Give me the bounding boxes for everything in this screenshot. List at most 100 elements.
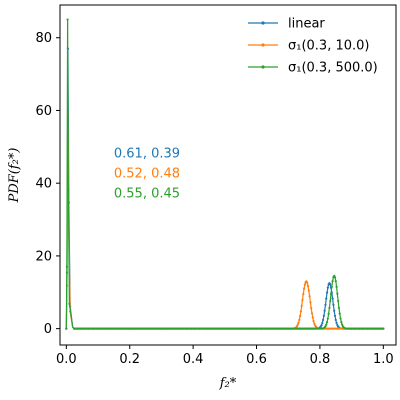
series-point: [96, 327, 100, 330]
series-point: [179, 327, 182, 330]
series-point: [325, 297, 328, 300]
series-point: [165, 327, 168, 330]
series-point: [309, 301, 312, 304]
series-point: [111, 327, 114, 330]
series-point: [306, 284, 310, 288]
series-point: [326, 327, 329, 330]
series-point: [358, 327, 361, 330]
series-point: [206, 327, 209, 330]
series-point: [336, 327, 339, 330]
legend-marker: [261, 65, 265, 69]
legend-label: linear: [288, 17, 325, 32]
series-point: [298, 318, 301, 321]
series-point: [335, 285, 338, 288]
series-point: [180, 327, 184, 330]
series-point: [201, 327, 204, 330]
x-tick-label: 1.0: [373, 352, 394, 367]
series-point: [301, 298, 304, 302]
series-point: [74, 327, 77, 330]
series-point: [306, 281, 309, 284]
series-point: [350, 327, 353, 330]
series-point: [155, 327, 158, 330]
series-point: [144, 327, 147, 330]
series-point: [360, 327, 363, 330]
series-point: [377, 327, 380, 330]
series-point: [314, 327, 317, 330]
series-point: [336, 292, 339, 295]
series-point: [339, 317, 342, 320]
series-point: [217, 327, 220, 330]
series-point: [320, 324, 323, 327]
series-point: [369, 327, 372, 330]
legend-marker: [261, 43, 265, 47]
series-point: [236, 327, 239, 330]
series-point: [337, 306, 341, 309]
annotation-text: 0.52, 0.48: [114, 167, 180, 182]
series-point: [311, 316, 314, 319]
series-point: [152, 327, 155, 330]
series-point: [325, 323, 328, 326]
series-point: [119, 327, 122, 330]
annotations: 0.61, 0.39 0.52, 0.48 0.55, 0.45: [114, 147, 180, 202]
series-point: [308, 295, 311, 298]
series-point: [276, 327, 279, 330]
series-point: [114, 327, 117, 330]
x-tick-label: 0.0: [56, 352, 77, 367]
series-point: [209, 327, 212, 330]
series-point: [65, 327, 68, 330]
series-point: [355, 327, 358, 330]
series-point: [141, 327, 144, 330]
series-point: [277, 327, 280, 330]
series-point: [274, 327, 277, 330]
series-point: [329, 327, 333, 330]
series-point: [268, 327, 271, 330]
series-point: [211, 327, 214, 330]
series-point: [230, 327, 233, 330]
series-point: [333, 276, 337, 279]
series-point: [204, 327, 207, 330]
series-point: [104, 327, 108, 330]
series-point: [347, 327, 350, 330]
series-point: [253, 327, 257, 330]
series-point: [225, 327, 228, 330]
series-point: [333, 327, 336, 330]
series-point: [233, 327, 236, 330]
series-point: [89, 327, 92, 330]
series-point: [87, 327, 90, 330]
series-point: [250, 327, 253, 330]
series-point: [325, 327, 328, 330]
series-point: [325, 321, 329, 324]
series-point: [271, 327, 274, 330]
series-point: [120, 327, 123, 330]
series-point: [263, 327, 266, 330]
series-point: [222, 327, 225, 330]
series-point: [329, 292, 333, 295]
series-point: [296, 327, 299, 330]
series-point: [214, 327, 217, 330]
series-point: [302, 327, 306, 330]
series-point: [329, 299, 332, 303]
x-tick-label: 0.2: [119, 352, 140, 367]
series-point: [185, 327, 188, 330]
series-point: [375, 327, 379, 330]
series-point: [328, 327, 331, 330]
series-point: [134, 327, 138, 330]
y-axis: 0 20 40 60 80: [35, 31, 60, 337]
series-point: [212, 327, 215, 330]
series-point: [237, 327, 241, 330]
series-point: [331, 297, 334, 300]
series-point: [157, 327, 160, 330]
series-point: [249, 327, 252, 330]
series-point: [130, 327, 133, 330]
series-point: [290, 327, 293, 330]
series-point: [203, 327, 206, 330]
series-point: [67, 188, 70, 191]
series-point: [288, 327, 291, 330]
series-point: [329, 283, 332, 286]
series-point: [333, 309, 336, 312]
series-point: [334, 279, 337, 283]
series-point: [300, 304, 303, 307]
annotation-text: 0.55, 0.45: [114, 187, 180, 202]
series-point: [264, 327, 268, 330]
